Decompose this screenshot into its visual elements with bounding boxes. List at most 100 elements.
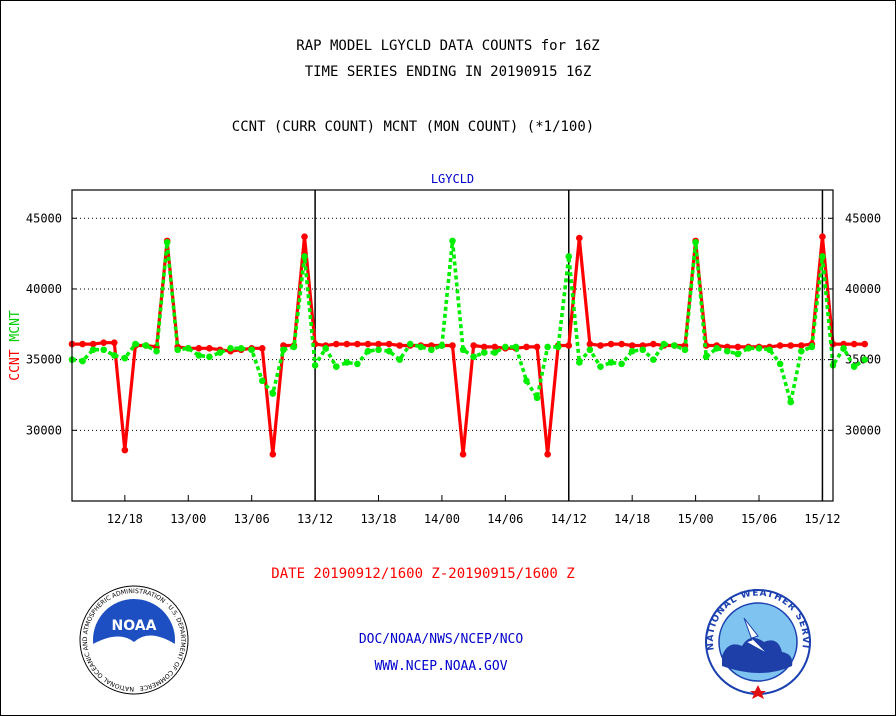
data-point-ccnt (332, 340, 340, 348)
data-point-mcnt (480, 349, 488, 356)
data-point-ccnt (195, 345, 203, 352)
data-point-mcnt (406, 340, 414, 348)
data-point-mcnt (216, 349, 224, 356)
data-point-ccnt (607, 340, 615, 348)
chart-title-line2: TIME SERIES ENDING IN 20190915 16Z (304, 64, 592, 80)
y-tick-label-right: 30000 (845, 423, 881, 437)
data-point-mcnt (428, 346, 435, 354)
data-point-mcnt (227, 345, 234, 352)
data-point-mcnt (449, 237, 456, 245)
data-point-ccnt (491, 343, 499, 351)
y-axis-label-part: CCNT (8, 349, 23, 380)
y-axis-label: CCNT MCNT (8, 310, 23, 381)
x-tick-label: 13/00 (170, 512, 206, 526)
y-tick-label-left: 30000 (26, 423, 62, 437)
data-point-ccnt (343, 340, 351, 348)
data-point-mcnt (269, 390, 277, 397)
data-point-mcnt (650, 356, 657, 363)
data-point-mcnt (597, 363, 604, 371)
data-point-mcnt (248, 346, 255, 354)
data-point-ccnt (385, 340, 393, 348)
y-axis-label-part: MCNT (8, 310, 23, 349)
x-tick-label: 13/18 (360, 512, 396, 526)
data-point-mcnt (755, 345, 763, 352)
y-tick-label-left: 40000 (26, 282, 62, 296)
data-point-mcnt (713, 345, 721, 352)
data-point-mcnt (576, 359, 583, 366)
plot-title: LGYCLD (431, 172, 474, 186)
data-point-mcnt (142, 342, 150, 349)
data-point-mcnt (89, 346, 97, 354)
data-point-mcnt (491, 349, 499, 356)
data-point-mcnt (438, 342, 446, 349)
data-point-ccnt (628, 342, 636, 349)
data-point-ccnt (533, 343, 541, 351)
data-point-mcnt (184, 345, 192, 352)
x-tick-label: 13/12 (297, 512, 333, 526)
data-point-mcnt (776, 360, 784, 368)
x-tick-label: 13/06 (234, 512, 270, 526)
data-point-ccnt (269, 451, 277, 458)
chart-subtitle: CCNT (CURR COUNT) MCNT (MON COUNT) (*1/1… (231, 119, 595, 135)
data-point-ccnt (459, 451, 467, 458)
data-point-mcnt (385, 347, 393, 355)
data-point-ccnt (89, 340, 97, 348)
y-tick-label-left: 35000 (26, 353, 62, 367)
series-line-mcnt (71, 239, 866, 404)
data-point-ccnt (470, 342, 477, 349)
data-point-mcnt (607, 359, 615, 366)
data-point-ccnt (301, 233, 308, 240)
data-point-mcnt (681, 346, 689, 354)
data-point-mcnt (533, 394, 541, 402)
data-point-mcnt (459, 346, 467, 354)
x-tick-label: 15/12 (804, 512, 840, 526)
credit-org-line: DOC/NOAA/NWS/NCEP/NCO (358, 632, 524, 647)
data-point-mcnt (311, 361, 319, 369)
data-point-ccnt (734, 343, 742, 351)
data-point-mcnt (470, 353, 477, 361)
data-point-ccnt (565, 342, 573, 349)
data-point-ccnt (79, 340, 86, 348)
data-point-mcnt (586, 346, 594, 354)
data-point-mcnt (195, 352, 203, 359)
data-point-mcnt (301, 253, 308, 260)
data-point-ccnt (206, 345, 213, 352)
data-point-mcnt (808, 343, 816, 351)
data-point-ccnt (850, 340, 858, 348)
data-point-mcnt (153, 347, 160, 355)
data-point-mcnt (396, 356, 403, 363)
data-point-mcnt (554, 343, 562, 351)
data-point-mcnt (819, 253, 826, 260)
data-point-ccnt (449, 342, 456, 349)
data-point-mcnt (745, 345, 752, 352)
y-tick-label-right: 40000 (845, 282, 881, 296)
data-point-ccnt (861, 340, 869, 348)
credit-url-line[interactable]: WWW.NCEP.NOAA.GOV (374, 659, 508, 674)
data-point-ccnt (258, 345, 266, 352)
data-point-mcnt (618, 360, 625, 368)
data-point-ccnt (586, 340, 594, 348)
data-point-ccnt (797, 342, 805, 349)
x-tick-label: 14/12 (551, 512, 587, 526)
data-point-mcnt (417, 343, 425, 351)
data-point-mcnt (734, 350, 742, 358)
data-point-ccnt (650, 340, 657, 348)
chart-title-line1: RAP MODEL LGYCLD DATA COUNTS for 16Z (296, 38, 600, 54)
data-point-mcnt (163, 239, 171, 246)
data-point-mcnt (121, 354, 129, 362)
data-point-mcnt (787, 398, 795, 406)
data-point-mcnt (660, 340, 668, 348)
data-point-mcnt (544, 343, 551, 351)
data-point-mcnt (237, 345, 245, 352)
data-point-ccnt (597, 342, 604, 349)
data-point-mcnt (628, 347, 636, 355)
data-point-mcnt (79, 357, 86, 365)
data-point-ccnt (544, 451, 551, 458)
data-point-mcnt (861, 356, 869, 363)
data-point-ccnt (354, 340, 361, 348)
data-point-mcnt (290, 343, 298, 351)
data-point-mcnt (343, 359, 351, 366)
data-point-ccnt (618, 340, 625, 348)
data-point-mcnt (639, 346, 647, 354)
